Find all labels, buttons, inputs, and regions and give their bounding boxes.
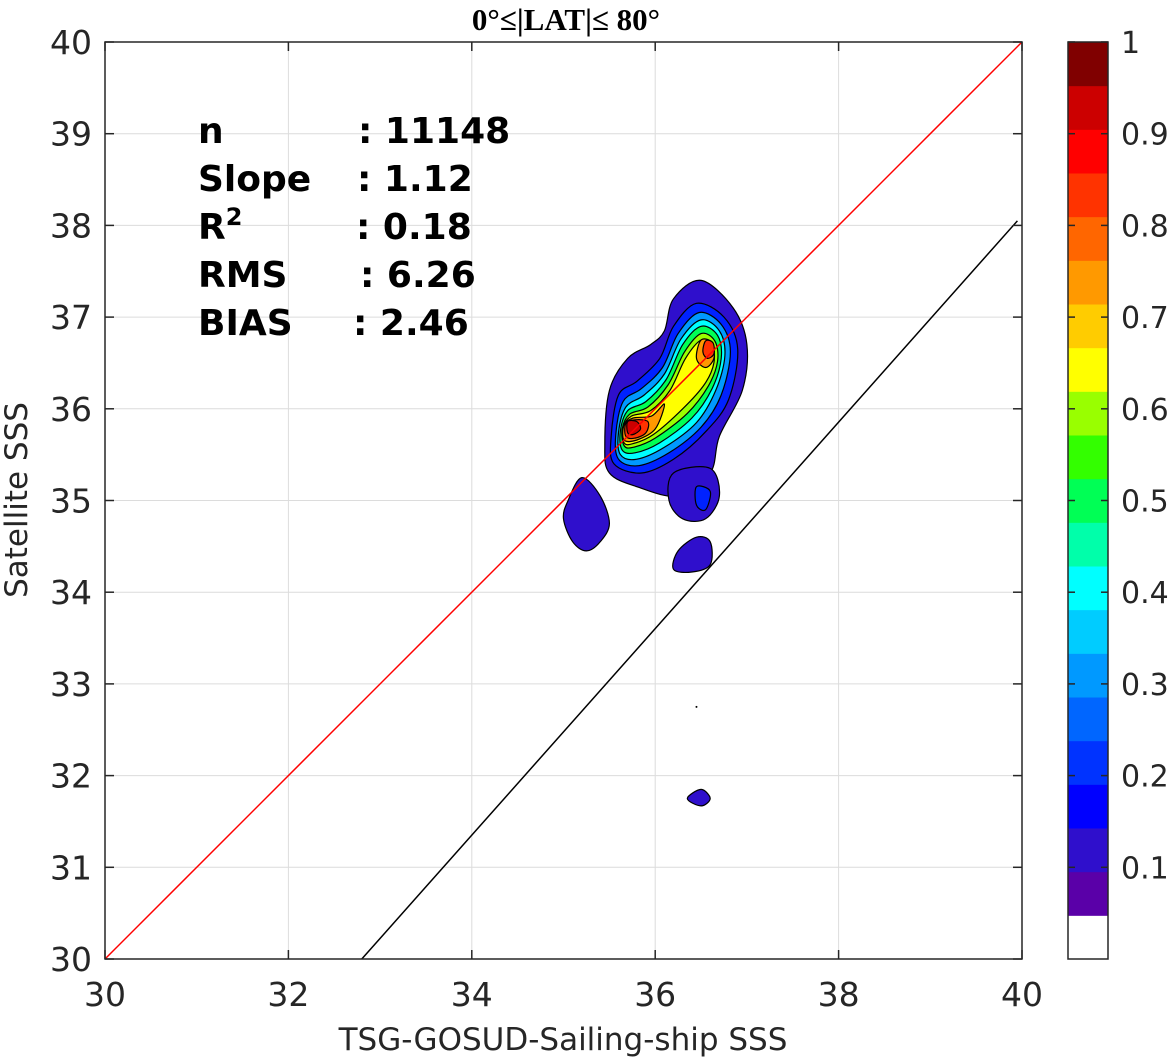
y-tick-label: 38 <box>50 206 92 245</box>
stat-label: Slope <box>198 159 311 200</box>
x-axis-label: TSG-GOSUD-Sailing-ship SSS <box>338 1022 788 1058</box>
colorbar-tick-label: 0.8 <box>1121 209 1169 244</box>
contour-level-0.05 <box>686 788 711 807</box>
stat-label-text: Slope <box>198 159 311 200</box>
contour-level-0.05 <box>672 536 713 574</box>
colorbar-tick-label: 0.6 <box>1121 393 1169 428</box>
y-tick-label: 31 <box>50 848 92 887</box>
y-tick-label: 32 <box>50 757 92 796</box>
colorbar-tick-label: 0.1 <box>1121 851 1169 886</box>
colorbar-swatch <box>1068 653 1108 698</box>
x-tick-labels: 30 32 34 36 38 40 <box>84 975 1043 1014</box>
line-1:1 <box>104 41 1023 960</box>
stat-label-text: n <box>198 111 224 152</box>
colorbar-swatch <box>1068 740 1108 785</box>
stat-label: RMS <box>198 255 287 296</box>
contour-level-0.85 <box>702 339 715 360</box>
colorbar-swatch <box>1068 129 1108 174</box>
y-tick-label: 33 <box>50 665 92 704</box>
colorbar-tick-label: 0.7 <box>1121 301 1169 336</box>
stat-label-text: BIAS <box>198 303 293 344</box>
colorbar-swatch <box>1068 697 1108 742</box>
stat-value: : 1.12 <box>357 159 473 200</box>
line-fit <box>361 220 1018 960</box>
stat-value: : 6.26 <box>360 255 476 296</box>
colorbar-swatch <box>1068 260 1108 305</box>
stats-box: n : 11148 Slope : 1.12 R2 : 0.18 RMS : 6.26 BIAS… <box>198 111 510 344</box>
y-tick-label: 39 <box>50 115 92 154</box>
y-tick-label: 36 <box>50 390 92 429</box>
stat-label: n <box>198 111 224 152</box>
colorbar-swatch <box>1068 85 1108 130</box>
colorbar-tick-label: 0.9 <box>1121 118 1169 153</box>
axis-ticks <box>104 41 1023 960</box>
y-tick-labels: 30 31 32 33 34 35 36 37 38 39 40 <box>50 23 92 979</box>
colorbar-swatch <box>1068 871 1108 916</box>
y-axis-label: Satellite SSS <box>0 402 35 598</box>
colorbar-swatch <box>1068 304 1108 349</box>
colorbar-swatch <box>1068 42 1108 87</box>
colorbar-swatch <box>1068 828 1108 873</box>
x-tick-label: 38 <box>818 975 860 1014</box>
y-tick-label: 37 <box>50 298 92 337</box>
stat-value: : 11148 <box>358 111 510 152</box>
colorbar-swatch <box>1068 347 1108 392</box>
colorbar-swatch <box>1068 566 1108 611</box>
x-tick-label: 30 <box>84 975 126 1014</box>
colorbar-swatch <box>1068 522 1108 567</box>
stat-label-text: RMS <box>198 255 287 296</box>
colorbar: 0.1 0.2 0.3 0.4 0.5 0.6 0.7 0.8 0.9 1 <box>1067 26 1169 960</box>
stat-value: : 2.46 <box>353 303 469 344</box>
x-tick-label: 36 <box>634 975 676 1014</box>
contour-level-0.15 <box>694 485 712 512</box>
y-tick-label: 34 <box>50 573 92 612</box>
plot-area: n : 11148 Slope : 1.12 R2 : 0.18 RMS : 6.26 BIAS… <box>104 41 1023 960</box>
colorbar-swatch <box>1068 216 1108 261</box>
contour-level-0.05 <box>562 477 611 552</box>
y-tick-label: 30 <box>50 940 92 979</box>
y-tick-label: 40 <box>50 23 92 62</box>
colorbar-tick-label: 0.4 <box>1121 576 1169 611</box>
colorbar-swatch <box>1068 609 1108 654</box>
colorbar-tick-label: 1 <box>1121 26 1140 61</box>
colorbar-tick-label: 0.2 <box>1121 760 1169 795</box>
colorbar-swatch <box>1068 915 1108 960</box>
colorbar-swatch <box>1068 173 1108 218</box>
grid <box>104 41 1023 960</box>
colorbar-swatch <box>1068 391 1108 436</box>
colorbar-tick-label: 0.5 <box>1121 485 1169 520</box>
colorbar-tick-label: 0.3 <box>1121 668 1169 703</box>
y-tick-label: 35 <box>50 482 92 521</box>
chart-title: 0°≤|LAT|≤ 80° <box>472 2 660 37</box>
x-tick-label: 40 <box>1001 975 1043 1014</box>
colorbar-swatch <box>1068 435 1108 480</box>
stat-label: BIAS <box>198 303 293 344</box>
reference-lines <box>104 41 1023 960</box>
stat-label-text: R <box>198 207 226 248</box>
contour-speck <box>695 705 698 708</box>
contour-level-0.05 <box>667 466 721 523</box>
stat-label: R2 <box>198 203 242 248</box>
x-tick-label: 32 <box>267 975 309 1014</box>
stat-label-superscript: 2 <box>226 203 243 231</box>
colorbar-swatch <box>1068 784 1108 829</box>
stat-value: : 0.18 <box>356 207 472 248</box>
x-tick-label: 34 <box>451 975 493 1014</box>
